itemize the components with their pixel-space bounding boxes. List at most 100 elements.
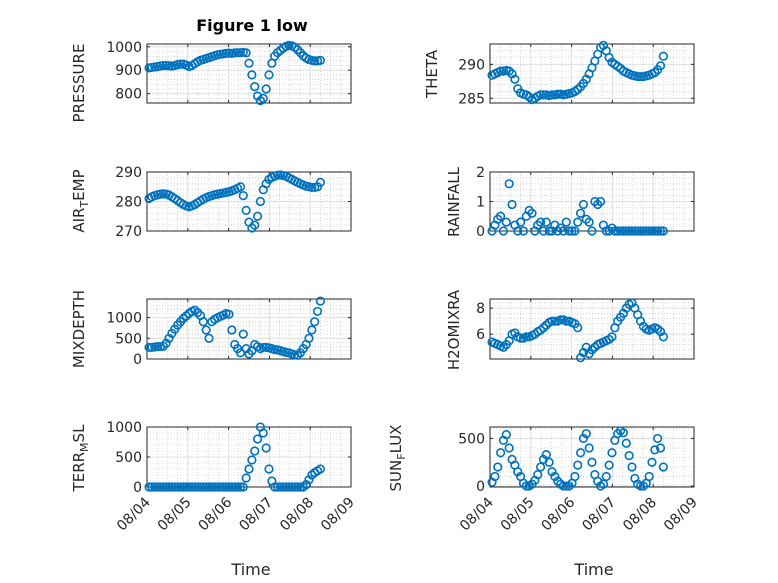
y-tick-label: 500 bbox=[115, 331, 142, 347]
data-point bbox=[295, 482, 306, 492]
data-point bbox=[621, 438, 631, 448]
data-point bbox=[510, 74, 520, 84]
xlabel-right: Time bbox=[573, 560, 613, 579]
data-point bbox=[204, 333, 214, 343]
data-point bbox=[573, 217, 583, 227]
data-point bbox=[627, 462, 637, 472]
data-point bbox=[541, 450, 551, 460]
ylabel-terr-msl-sub: M bbox=[78, 442, 91, 452]
data-point bbox=[564, 226, 574, 236]
data-point bbox=[252, 91, 263, 101]
data-point bbox=[547, 467, 557, 477]
data-point bbox=[315, 464, 326, 474]
data-point bbox=[607, 448, 617, 458]
y-tick-label: 2 bbox=[476, 165, 485, 181]
data-point bbox=[247, 455, 257, 465]
data-point bbox=[504, 66, 514, 76]
data-point bbox=[653, 433, 663, 444]
x-tick-label: 08/04 bbox=[114, 494, 154, 534]
data-point bbox=[544, 226, 554, 236]
data-point bbox=[181, 482, 191, 492]
data-point bbox=[264, 70, 274, 80]
data-point bbox=[204, 482, 214, 492]
y-tick-label: 500 bbox=[115, 450, 142, 466]
data-point bbox=[161, 338, 171, 348]
data-point bbox=[493, 462, 503, 472]
data-point bbox=[550, 316, 560, 326]
data-point bbox=[584, 217, 594, 227]
panel-6: 68 bbox=[476, 298, 695, 363]
y-tick-label: 1000 bbox=[106, 311, 142, 327]
data-point bbox=[192, 308, 203, 318]
data-point bbox=[192, 482, 203, 492]
data-point bbox=[613, 429, 623, 439]
data-point bbox=[655, 61, 666, 71]
data-point bbox=[521, 332, 531, 342]
data-point bbox=[184, 482, 194, 492]
y-tick-label: 6 bbox=[476, 327, 485, 343]
data-point bbox=[650, 67, 660, 78]
data-point bbox=[521, 481, 531, 491]
ylabel-pressure: PRESSURE bbox=[70, 44, 88, 123]
data-point bbox=[241, 205, 251, 215]
data-point bbox=[238, 191, 248, 201]
y-tick-label: 800 bbox=[115, 87, 142, 103]
data-point bbox=[161, 482, 171, 492]
ylabel-sun-flux: SUNFLUX bbox=[387, 425, 408, 492]
panel-3: 270 280 290 bbox=[115, 165, 352, 240]
data-point bbox=[553, 476, 563, 486]
ylabel-sun-flux-sub: F bbox=[395, 453, 408, 459]
data-point bbox=[595, 196, 606, 207]
data-point bbox=[561, 316, 571, 326]
data-point bbox=[658, 226, 669, 236]
data-point bbox=[218, 482, 228, 492]
data-point bbox=[261, 84, 271, 94]
y-tick-label: 0 bbox=[476, 224, 485, 240]
x-tick-label: 08/06 bbox=[196, 494, 236, 534]
data-point bbox=[535, 217, 546, 227]
data-point bbox=[224, 482, 234, 492]
xlabel-left: Time bbox=[230, 560, 270, 579]
data-point bbox=[518, 226, 529, 236]
data-point bbox=[575, 208, 586, 218]
data-point bbox=[638, 226, 649, 236]
x-tick-label: 08/09 bbox=[661, 495, 701, 535]
data-point bbox=[190, 482, 200, 492]
data-point bbox=[281, 482, 291, 492]
data-point bbox=[604, 460, 614, 470]
axes-frame bbox=[489, 426, 695, 488]
data-point bbox=[315, 177, 326, 187]
data-point bbox=[655, 443, 666, 453]
data-point bbox=[547, 90, 557, 100]
y-tick-label: 900 bbox=[115, 63, 142, 79]
data-point bbox=[244, 464, 254, 474]
data-point bbox=[258, 93, 268, 103]
data-point bbox=[627, 226, 637, 236]
y-tick-label: 1000 bbox=[106, 40, 142, 56]
data-point bbox=[587, 226, 597, 236]
data-point bbox=[573, 323, 583, 333]
data-point bbox=[647, 457, 657, 467]
data-point bbox=[575, 448, 586, 458]
data-point bbox=[264, 464, 274, 474]
data-point bbox=[570, 226, 580, 236]
data-point bbox=[496, 448, 506, 458]
x-tick-label: 08/07 bbox=[236, 495, 276, 535]
data-point bbox=[147, 482, 157, 492]
data-point bbox=[490, 471, 500, 482]
data-point bbox=[598, 479, 609, 489]
data-point bbox=[307, 325, 317, 335]
data-point bbox=[535, 90, 546, 100]
data-point bbox=[578, 199, 589, 210]
panel-1: 800 900 1000 bbox=[106, 40, 352, 106]
data-point bbox=[144, 482, 154, 492]
data-point bbox=[633, 226, 643, 236]
data-point bbox=[515, 333, 526, 343]
data-point bbox=[315, 55, 326, 65]
data-point bbox=[153, 341, 163, 352]
y-tick-label: 0 bbox=[476, 479, 485, 495]
data-point bbox=[564, 481, 574, 491]
data-point bbox=[227, 482, 237, 492]
data-point bbox=[158, 60, 168, 71]
